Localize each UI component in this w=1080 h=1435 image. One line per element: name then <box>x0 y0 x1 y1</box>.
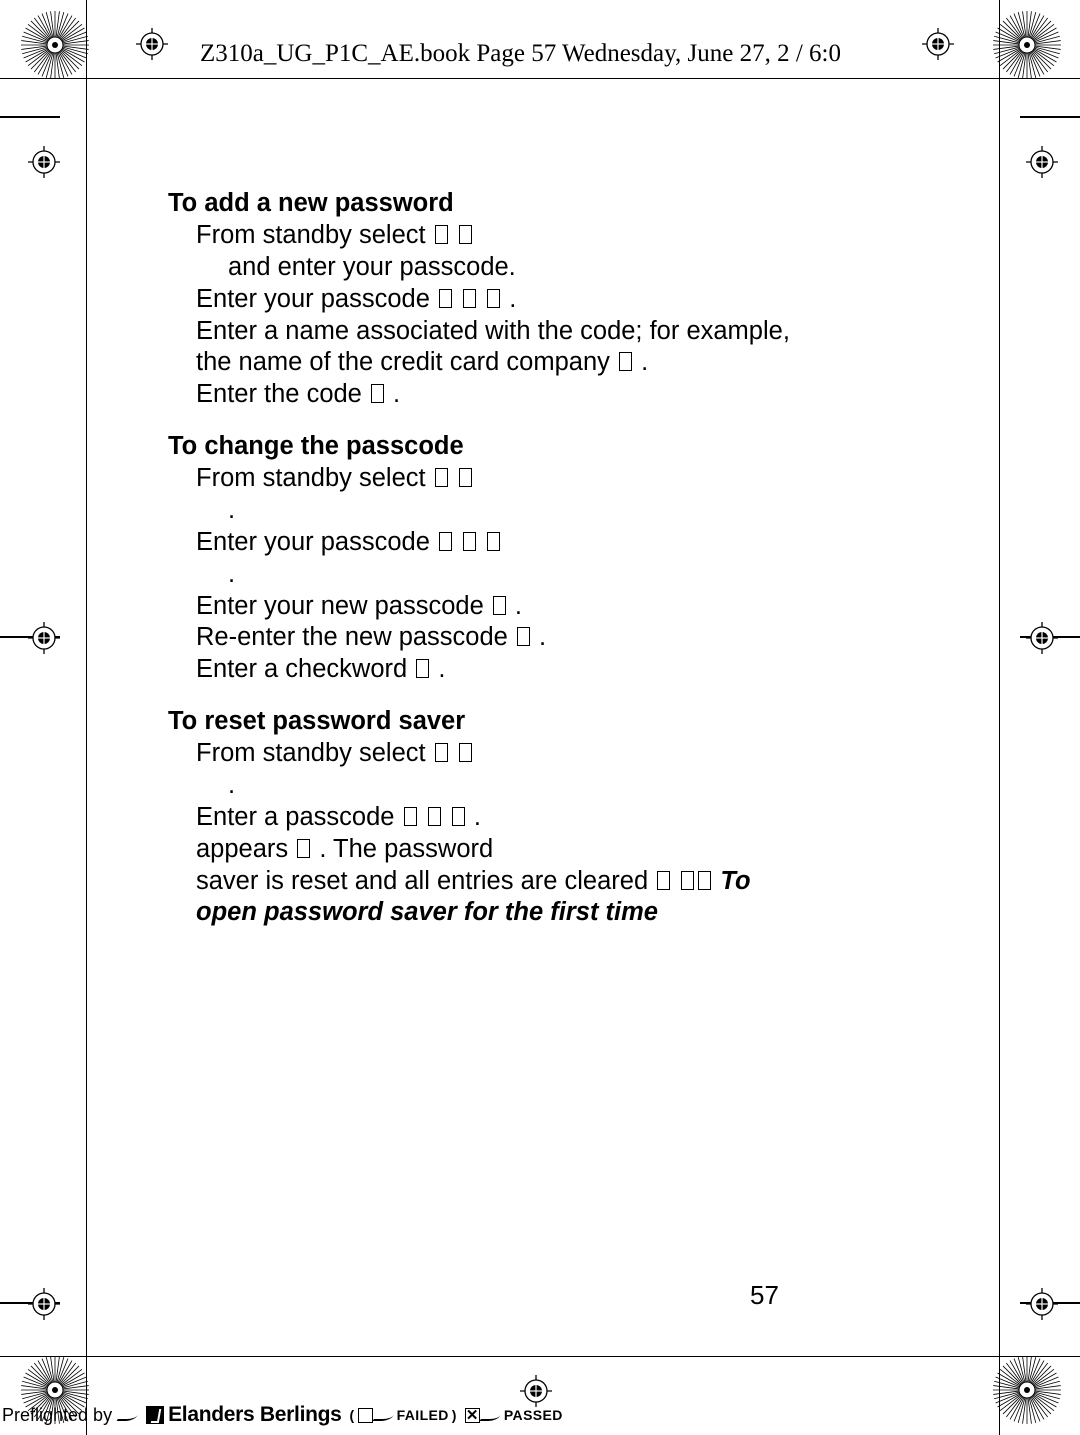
step-text: . <box>168 770 808 802</box>
step-text: From standby select <box>168 463 808 495</box>
step-text: Enter your new passcode . <box>168 591 808 623</box>
step-text: and enter your passcode. <box>168 252 808 284</box>
registration-sunburst-icon <box>992 1355 1062 1425</box>
missing-glyph-icon <box>517 627 530 646</box>
missing-glyph-icon <box>657 871 670 890</box>
section-heading: To add a new password <box>168 188 808 220</box>
checkbox-checked-icon <box>465 1408 480 1423</box>
section-reset-saver: To reset password saver From standby sel… <box>168 706 808 929</box>
section-heading: To change the passcode <box>168 431 808 463</box>
swoosh-icon <box>479 1409 504 1421</box>
tail-text: appears . The password <box>196 835 493 863</box>
preflight-by-label: Preflighted by <box>2 1405 112 1426</box>
registration-target-icon <box>1026 1288 1058 1320</box>
missing-glyph-icon <box>487 289 500 308</box>
step-text: Enter a checkword . <box>168 654 808 686</box>
crop-tick <box>1020 116 1080 118</box>
preflight-vendor: Elanders Berlings <box>146 1403 341 1427</box>
section-add-password: To add a new password From standby selec… <box>168 188 808 411</box>
missing-glyph-icon <box>371 384 384 403</box>
missing-glyph-icon <box>297 839 310 858</box>
registration-target-icon <box>28 1288 60 1320</box>
step-text: Re-enter the new passcode . <box>168 622 808 654</box>
missing-glyph-icon <box>435 468 448 487</box>
missing-glyph-icon <box>452 807 465 826</box>
step-text: Enter the code . <box>168 379 808 411</box>
passed-label: PASSED <box>504 1407 563 1423</box>
step-text: From standby select <box>168 738 808 770</box>
tail-text: saver is reset and all entries are clear… <box>196 867 720 895</box>
missing-glyph-icon <box>681 871 694 890</box>
step-text: From standby select <box>168 220 808 252</box>
missing-glyph-icon <box>463 289 476 308</box>
step-text: Enter your passcode <box>168 527 808 559</box>
missing-glyph-icon <box>416 659 429 678</box>
swoosh-icon <box>117 1409 142 1421</box>
crop-line-left <box>86 0 87 1435</box>
preflight-failed: ( FAILED ) <box>350 1407 457 1423</box>
missing-glyph-icon <box>463 532 476 551</box>
missing-glyph-icon <box>487 532 500 551</box>
missing-glyph-icon <box>459 743 472 762</box>
step-text: . <box>168 559 808 591</box>
registration-target-icon <box>136 28 168 60</box>
step-text: the name of the credit card company . <box>168 347 808 379</box>
registration-target-icon <box>1026 146 1058 178</box>
step-text: saver is reset and all entries are clear… <box>168 866 808 930</box>
failed-label: FAILED <box>397 1407 449 1423</box>
step-text: . <box>168 495 808 527</box>
swoosh-icon <box>372 1409 397 1421</box>
missing-glyph-icon <box>428 807 441 826</box>
registration-target-icon <box>28 146 60 178</box>
crop-line-right <box>999 0 1000 1435</box>
preflight-footer: Preflighted by Elanders Berlings ( FAILE… <box>2 1403 563 1427</box>
registration-sunburst-icon <box>20 10 90 80</box>
page-number: 57 <box>750 1280 779 1311</box>
page-header-filename: Z310a_UG_P1C_AE.book Page 57 Wednesday, … <box>200 40 841 68</box>
registration-target-icon <box>1026 622 1058 654</box>
missing-glyph-icon <box>439 532 452 551</box>
crop-line-bottom <box>0 1356 1080 1357</box>
registration-target-icon <box>922 28 954 60</box>
missing-glyph-icon <box>404 807 417 826</box>
vendor-logo-icon <box>146 1406 164 1424</box>
missing-glyph-icon <box>698 871 711 890</box>
preflight-passed: PASSED <box>465 1407 563 1423</box>
step-text: Enter your passcode . <box>168 284 808 316</box>
section-heading: To reset password saver <box>168 706 808 738</box>
missing-glyph-icon <box>493 596 506 615</box>
missing-glyph-icon <box>439 289 452 308</box>
section-change-passcode: To change the passcode From standby sele… <box>168 431 808 686</box>
step-text: appears . The password <box>168 834 808 866</box>
page-content: To add a new password From standby selec… <box>168 188 808 949</box>
vendor-name: Elanders Berlings <box>168 1403 341 1427</box>
missing-glyph-icon <box>459 468 472 487</box>
missing-glyph-icon <box>459 225 472 244</box>
registration-sunburst-icon <box>992 10 1062 80</box>
registration-target-icon <box>28 622 60 654</box>
missing-glyph-icon <box>435 225 448 244</box>
checkbox-empty-icon <box>358 1408 373 1423</box>
crop-line-top <box>0 78 1080 79</box>
missing-glyph-icon <box>435 743 448 762</box>
missing-glyph-icon <box>619 352 632 371</box>
step-text: Enter a name associated with the code; f… <box>168 316 808 348</box>
step-text: Enter a passcode . <box>168 802 808 834</box>
crop-tick <box>0 116 60 118</box>
